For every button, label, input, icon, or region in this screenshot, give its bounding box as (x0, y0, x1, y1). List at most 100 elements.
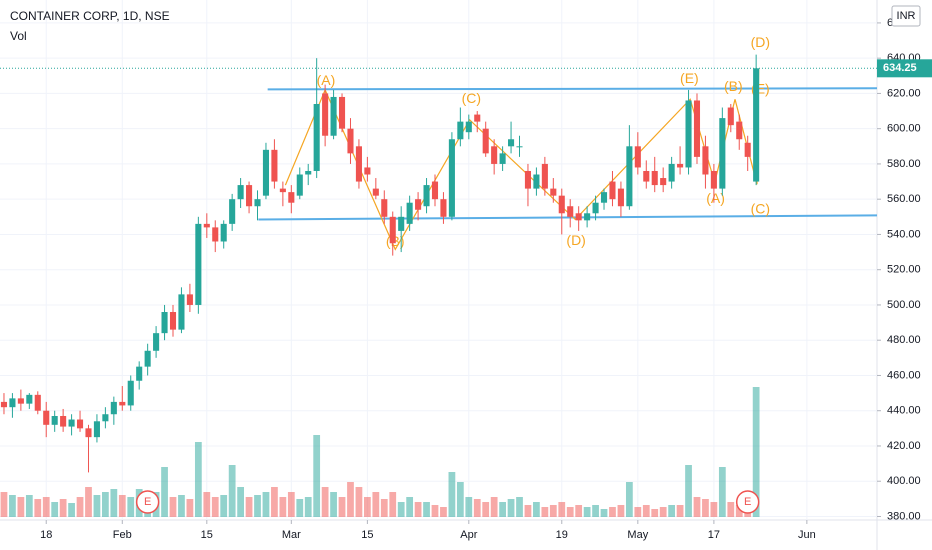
volume-bar (85, 487, 92, 517)
wave-label: (D) (566, 232, 585, 248)
volume-bar (304, 497, 312, 517)
volume-bar (465, 497, 473, 517)
level-line (258, 214, 878, 221)
candle-body (626, 146, 633, 207)
y-tick-label: 580.00 (887, 158, 921, 170)
candle-body (753, 68, 760, 182)
volume-bar (566, 507, 574, 517)
x-tick-label: Jun (798, 529, 816, 541)
y-tick-label: 460.00 (887, 369, 921, 381)
y-tick-label: 540.00 (887, 228, 921, 240)
candle-body (474, 114, 481, 122)
volume-bar (558, 502, 566, 517)
candle-body (609, 181, 616, 200)
candle-body (558, 195, 565, 214)
candle-body (524, 170, 532, 189)
candle-body (212, 227, 219, 242)
candle-body (136, 366, 143, 381)
volume-bar (254, 495, 261, 517)
volume-bar (473, 499, 481, 517)
event-label: E (744, 496, 751, 508)
candle-body (541, 163, 548, 189)
candle-body (389, 216, 396, 244)
volume-bar (127, 497, 135, 517)
candle-body (457, 121, 464, 140)
candle-body (516, 146, 523, 148)
volume-bar (9, 495, 16, 517)
candle-body (68, 419, 75, 427)
candle-body (482, 128, 489, 154)
volume-bar (330, 492, 337, 517)
volume-bar (448, 472, 456, 517)
volume-bar (102, 492, 109, 517)
candle-body (178, 294, 185, 330)
price-tag-label: 634.25 (883, 62, 917, 74)
volume-bar (237, 487, 244, 517)
volume-bar (735, 505, 743, 517)
volume-bar (68, 503, 75, 517)
candle-body (448, 139, 455, 217)
volume-bar (17, 497, 25, 517)
volume-bar (693, 497, 701, 517)
y-tick-label: 500.00 (887, 299, 921, 311)
candle-body (17, 398, 24, 404)
y-tick-label: 600.00 (887, 123, 921, 135)
candle-body (271, 149, 278, 182)
candle-body (262, 149, 270, 196)
candle-body (296, 174, 303, 196)
volume-bar (718, 467, 726, 517)
x-tick-label: Feb (113, 529, 132, 541)
volume-bar (583, 507, 591, 517)
level-line (267, 87, 878, 91)
candle-body (406, 202, 413, 224)
volume-bar (685, 465, 692, 517)
candle-body (592, 202, 599, 214)
volume-bar (617, 505, 625, 517)
candle-body (313, 104, 320, 171)
candle-body (288, 192, 295, 203)
wave-label: (B) (724, 78, 743, 94)
volume-bar (178, 495, 185, 517)
volume-bar (194, 442, 202, 517)
volume-bar (710, 502, 718, 517)
volume-bar (118, 495, 126, 517)
volume-bar (609, 507, 616, 517)
candle-body (279, 188, 286, 193)
volume-bar (431, 505, 439, 517)
volume-bar (0, 492, 8, 517)
volume-bar (220, 495, 228, 517)
volume-bar (203, 492, 211, 517)
candle-body (26, 394, 33, 404)
volume-bar (676, 505, 684, 517)
candle-body (677, 163, 684, 168)
candle-body (584, 213, 591, 221)
candle-body (508, 139, 515, 147)
event-label: E (144, 496, 151, 508)
volume-bar (93, 495, 101, 517)
y-tick-label: 480.00 (887, 334, 921, 346)
candle-body (144, 350, 151, 367)
candle-body (229, 199, 236, 224)
volume-bar (42, 497, 50, 517)
volume-bar (549, 505, 557, 517)
candle-body (153, 333, 160, 351)
candle-body (102, 414, 109, 422)
y-tick-label: 520.00 (887, 264, 921, 276)
x-tick-label: Apr (460, 529, 477, 541)
candle-body (567, 206, 574, 217)
y-tick-label: 420.00 (887, 440, 921, 452)
volume-bar (524, 505, 532, 517)
candle-body (600, 192, 608, 203)
volume-label: Vol (10, 29, 27, 43)
currency-box[interactable] (891, 5, 921, 27)
candle-body (195, 223, 202, 305)
y-tick-label: 620.00 (887, 87, 921, 99)
wave-label: (C) (462, 90, 481, 106)
candle-body (203, 223, 210, 228)
candle-body (710, 170, 717, 189)
wave-label: (E) (680, 70, 699, 86)
candle-body (550, 188, 557, 196)
volume-bar (651, 509, 659, 517)
